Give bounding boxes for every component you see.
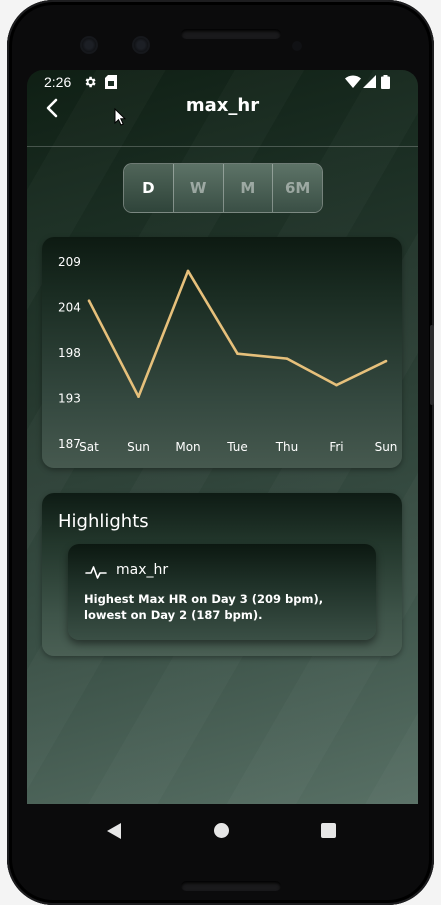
data-point (236, 352, 239, 355)
power-button (430, 325, 434, 405)
proximity-sensor (292, 41, 302, 51)
x-tick-label: Mon (175, 440, 200, 454)
front-camera-icon (132, 36, 150, 54)
front-camera-icon (80, 36, 98, 54)
header-divider (27, 146, 418, 147)
heart-rate-pulse-icon (85, 566, 107, 579)
wifi-icon (345, 75, 361, 88)
range-selector: D W M 6M (123, 163, 323, 213)
highlights-title: Highlights (58, 511, 149, 532)
x-tick-label: Thu (275, 440, 299, 454)
highlight-description: Highest Max HR on Day 3 (209 bpm), lowes… (84, 592, 324, 622)
x-tick-label: Sun (127, 440, 150, 454)
range-option-m[interactable]: M (222, 164, 273, 212)
data-point (384, 359, 388, 363)
max-hr-series-line (87, 269, 387, 398)
mouse-cursor-icon (114, 108, 126, 126)
highlight-item: max_hr Highest Max HR on Day 3 (209 bpm)… (68, 544, 376, 640)
app-header: max_hr (27, 94, 418, 146)
top-speaker (181, 29, 281, 39)
data-point (285, 357, 289, 360)
data-point (87, 299, 91, 303)
status-bar: 2:26 (27, 70, 418, 94)
home-circle-icon[interactable] (214, 823, 229, 838)
x-tick-label: Sat (79, 440, 99, 454)
sim-card-icon (105, 75, 117, 89)
highlights-card: Highlights max_hr Highest Max HR on Day … (42, 493, 402, 656)
data-point (186, 269, 190, 273)
y-tick-label: 193 (58, 392, 81, 406)
data-point (137, 395, 140, 398)
range-option-w[interactable]: W (172, 164, 223, 212)
y-tick-label: 209 (58, 255, 81, 269)
highlight-metric-label: max_hr (116, 562, 169, 578)
y-tick-label: 198 (58, 346, 81, 360)
range-option-6m[interactable]: 6M (272, 164, 322, 212)
gear-icon (85, 76, 96, 88)
system-nav-bar (27, 804, 418, 856)
x-tick-label: Tue (226, 440, 248, 454)
recents-square-icon[interactable] (321, 823, 336, 838)
x-tick-label: Fri (329, 440, 343, 454)
signal-icon (363, 75, 376, 88)
status-time: 2:26 (44, 74, 72, 90)
app-screen: 2:26 max_hr D W M 6M 209 204 198 193 187 Sat Sun M… (27, 70, 418, 804)
chart-card: 209 204 198 193 187 Sat Sun Mon Tue Thu Fri Sun (42, 237, 402, 468)
y-tick-label: 204 (58, 301, 81, 315)
y-tick-label: 187 (58, 437, 81, 451)
data-point (335, 383, 338, 387)
back-triangle-icon[interactable] (107, 823, 121, 839)
range-option-d[interactable]: D (124, 164, 173, 212)
bottom-speaker (181, 881, 281, 891)
battery-icon (381, 75, 390, 89)
page-title: max_hr (185, 95, 260, 116)
chevron-left-icon[interactable] (41, 96, 65, 120)
x-tick-label: Sun (375, 440, 398, 454)
